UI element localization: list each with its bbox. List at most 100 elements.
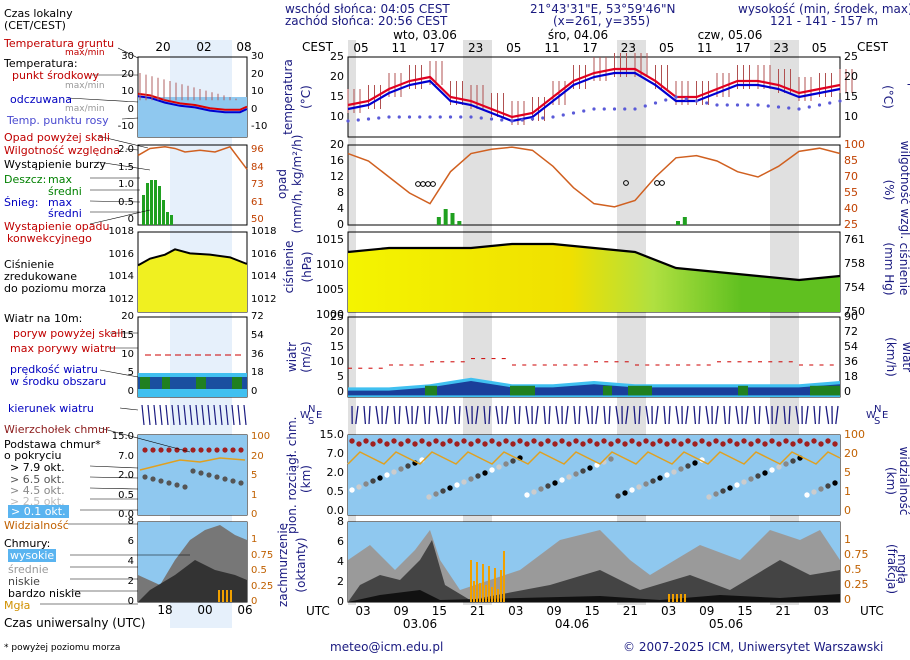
mini-axis-cb-r: 20	[251, 450, 264, 462]
cloud-top-dot	[797, 438, 803, 444]
legend-connector	[99, 369, 139, 378]
cloud-top-dot	[706, 441, 712, 447]
wind-arrow	[435, 405, 440, 425]
wind-arrow	[375, 405, 380, 425]
mini-axis-cl-l: 6	[127, 536, 134, 547]
mini-cloudbase-dot	[190, 468, 196, 474]
wind-kmh-title: wiatr	[900, 341, 910, 373]
mini-cloudbase-dot	[142, 474, 148, 480]
dew-point-dot	[407, 115, 412, 119]
pressure-tick: 1010	[316, 258, 344, 271]
cloud-top-dot	[629, 438, 635, 444]
cest-hour-tick: 05	[506, 41, 522, 55]
cloud-base-dot	[440, 488, 446, 494]
cloud-top-dot	[783, 438, 789, 444]
wind-arrow	[795, 405, 800, 425]
dew-point-dot	[817, 103, 822, 107]
night-band	[770, 40, 799, 605]
dew-point-dot	[366, 117, 371, 121]
fog-bar	[680, 594, 682, 602]
cloud-top-dot	[608, 441, 614, 447]
dew-point-dot	[387, 115, 391, 119]
cest-label-right: CEST	[857, 40, 888, 54]
temp-axis-title: temperatura	[281, 59, 295, 135]
dew-point-dot	[715, 103, 719, 107]
wind-arrow	[735, 405, 740, 425]
legend-clouds: Chmury:	[4, 537, 51, 550]
legend-clouds-low: niskie	[8, 575, 40, 588]
mini-wind-arrow	[207, 404, 211, 426]
dew-point-dot	[571, 111, 576, 115]
night-band	[348, 40, 356, 605]
day-label: śro, 04.06	[547, 28, 609, 42]
humidity-tick: 25	[844, 218, 858, 231]
wind-kmh-tick: 54	[844, 340, 858, 353]
wind-arrow	[705, 405, 710, 425]
mini-axis-cl-r: 0.75	[251, 549, 274, 561]
cloudcover-axis-title: zachmurzenie	[276, 522, 290, 608]
cloud-base-dot	[573, 471, 579, 477]
humidity-axis-title: wilgotność wzgl.	[898, 140, 910, 240]
cloud-base-dot	[671, 469, 677, 475]
mini-cloudbase-dot	[230, 478, 236, 484]
legend-wind-speed2: w środku obszaru	[10, 375, 107, 388]
wind-arrow	[818, 405, 821, 425]
wind-arrow	[765, 405, 770, 425]
cloudcover-tick: 0	[337, 595, 344, 608]
mini-precip-bar	[158, 186, 161, 225]
cloud-base-dot	[615, 493, 621, 499]
temp-tick-right: 10	[844, 110, 858, 123]
wind-arrow	[543, 405, 547, 425]
fog-bar	[488, 566, 490, 602]
legend-temperature: Temperatura:	[4, 57, 78, 70]
mini-cloudbase-dot	[150, 476, 156, 482]
wind-arrow	[458, 405, 461, 425]
mini-axis-temp-l: 20	[121, 68, 134, 80]
cloud-base-dot	[377, 475, 383, 481]
legend-felt-maxmin: max/min	[65, 104, 105, 114]
storm-marker	[654, 180, 660, 186]
mini-wind-arrow	[231, 404, 235, 426]
dew-point-dot	[489, 117, 494, 121]
cloud-top-dot	[426, 441, 432, 447]
dew-point-dot	[500, 118, 504, 122]
mini-axis-wind-r: 0	[251, 386, 258, 397]
cloud-low-area	[348, 540, 840, 602]
wind-arrow	[723, 405, 727, 425]
cloud-base-dot	[755, 473, 761, 479]
wind-arrow	[668, 405, 671, 425]
mini-cloudtop-dot	[158, 447, 164, 453]
temp-tick-left: 15	[330, 90, 344, 103]
contact-email[interactable]: meteo@icm.edu.pl	[330, 640, 444, 654]
cloud-top-dot	[412, 441, 418, 447]
mini-axis-cb-l: 0.5	[118, 489, 134, 501]
mini-wind-arrow	[141, 404, 145, 426]
cloud-top-dot	[776, 441, 782, 447]
storm-marker	[659, 180, 665, 186]
mini-cloudtop-dot	[206, 447, 212, 453]
legend-gust-above: poryw powyżej skali	[13, 327, 124, 340]
cloud-base-dot	[587, 465, 593, 471]
fog-bar	[672, 594, 674, 602]
legend-precip-above: Opad powyżej skali	[4, 131, 110, 144]
dew-point-dot	[828, 101, 832, 105]
cloud-top-dot	[657, 438, 663, 444]
mini-utc-tick: 06	[237, 603, 253, 617]
legend-ground-temp: Temperatura gruntu	[4, 37, 115, 50]
precip-bar	[443, 209, 448, 225]
humidity-tick: 100	[844, 138, 865, 151]
mini-axis-press-l: 1016	[108, 248, 134, 260]
cloud-base-dot	[356, 484, 362, 490]
visibility-axis-title: widzialność	[897, 446, 910, 516]
fog-bar	[676, 594, 678, 602]
cloud-base-dot	[454, 482, 460, 488]
visibility-tick: 0	[844, 504, 851, 517]
wind-arrow	[453, 405, 457, 425]
cest-hour-tick: 23	[773, 41, 789, 55]
cloud-top-dot	[727, 438, 733, 444]
wind-arrow	[483, 405, 487, 425]
wind-arrow	[615, 405, 620, 425]
dew-point-dot	[694, 99, 699, 103]
wind-arrow	[788, 405, 791, 425]
